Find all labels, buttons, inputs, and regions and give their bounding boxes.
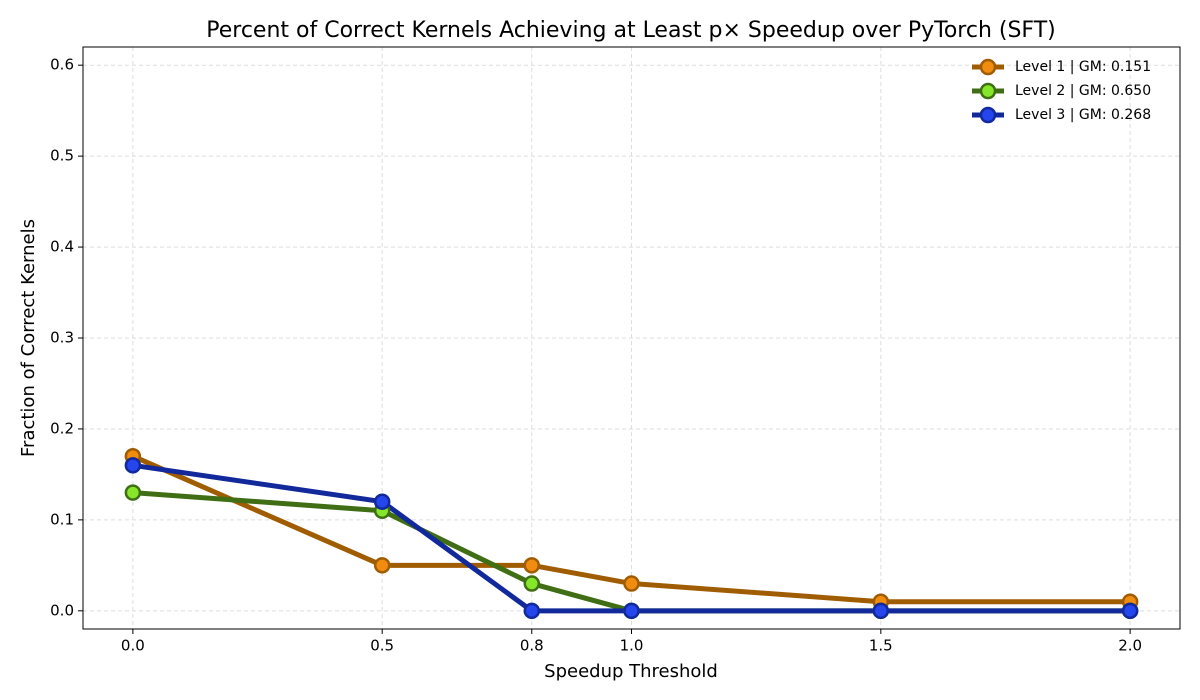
legend-label: Level 3 | GM: 0.268 xyxy=(1015,107,1151,123)
x-tick-label: 1.0 xyxy=(620,637,644,655)
point xyxy=(373,557,391,574)
point xyxy=(523,557,541,574)
y-tick-label: 0.4 xyxy=(50,238,74,256)
x-tick-label: 1.5 xyxy=(869,637,893,655)
point xyxy=(523,575,541,592)
x-tick-label: 2.0 xyxy=(1118,637,1142,655)
point xyxy=(124,484,142,501)
point xyxy=(872,602,890,620)
point xyxy=(523,602,541,620)
y-tick-label: 0.0 xyxy=(50,601,74,619)
series-line xyxy=(132,462,1131,614)
point xyxy=(373,493,391,510)
y-tick-label: 0.2 xyxy=(50,419,74,437)
x-tick-label: 0.8 xyxy=(520,637,544,655)
y-tick-label: 0.3 xyxy=(50,329,74,347)
plot-frame xyxy=(82,46,1181,630)
y-tick-label: 0.5 xyxy=(50,147,74,165)
point xyxy=(623,602,640,620)
x-tick-label: 0.0 xyxy=(121,637,145,655)
legend-marker xyxy=(979,58,997,76)
x-tick-label: 0.5 xyxy=(370,637,394,655)
legend-label: Level 1 | GM: 0.151 xyxy=(1015,59,1151,75)
y-tick-label: 0.6 xyxy=(50,56,74,74)
legend-label: Level 2 | GM: 0.650 xyxy=(1015,83,1151,99)
point xyxy=(124,457,142,474)
y-tick-label: 0.1 xyxy=(50,510,74,528)
series-line xyxy=(131,453,1131,605)
y-axis-label: Fraction of Correct Kernels xyxy=(18,219,39,457)
point xyxy=(623,575,640,592)
legend-marker xyxy=(979,106,997,124)
chart-title: Percent of Correct Kernels Achieving at … xyxy=(206,18,1055,43)
legend-marker xyxy=(979,82,997,100)
x-axis-label: Speedup Threshold xyxy=(544,661,718,682)
point xyxy=(1121,602,1139,620)
